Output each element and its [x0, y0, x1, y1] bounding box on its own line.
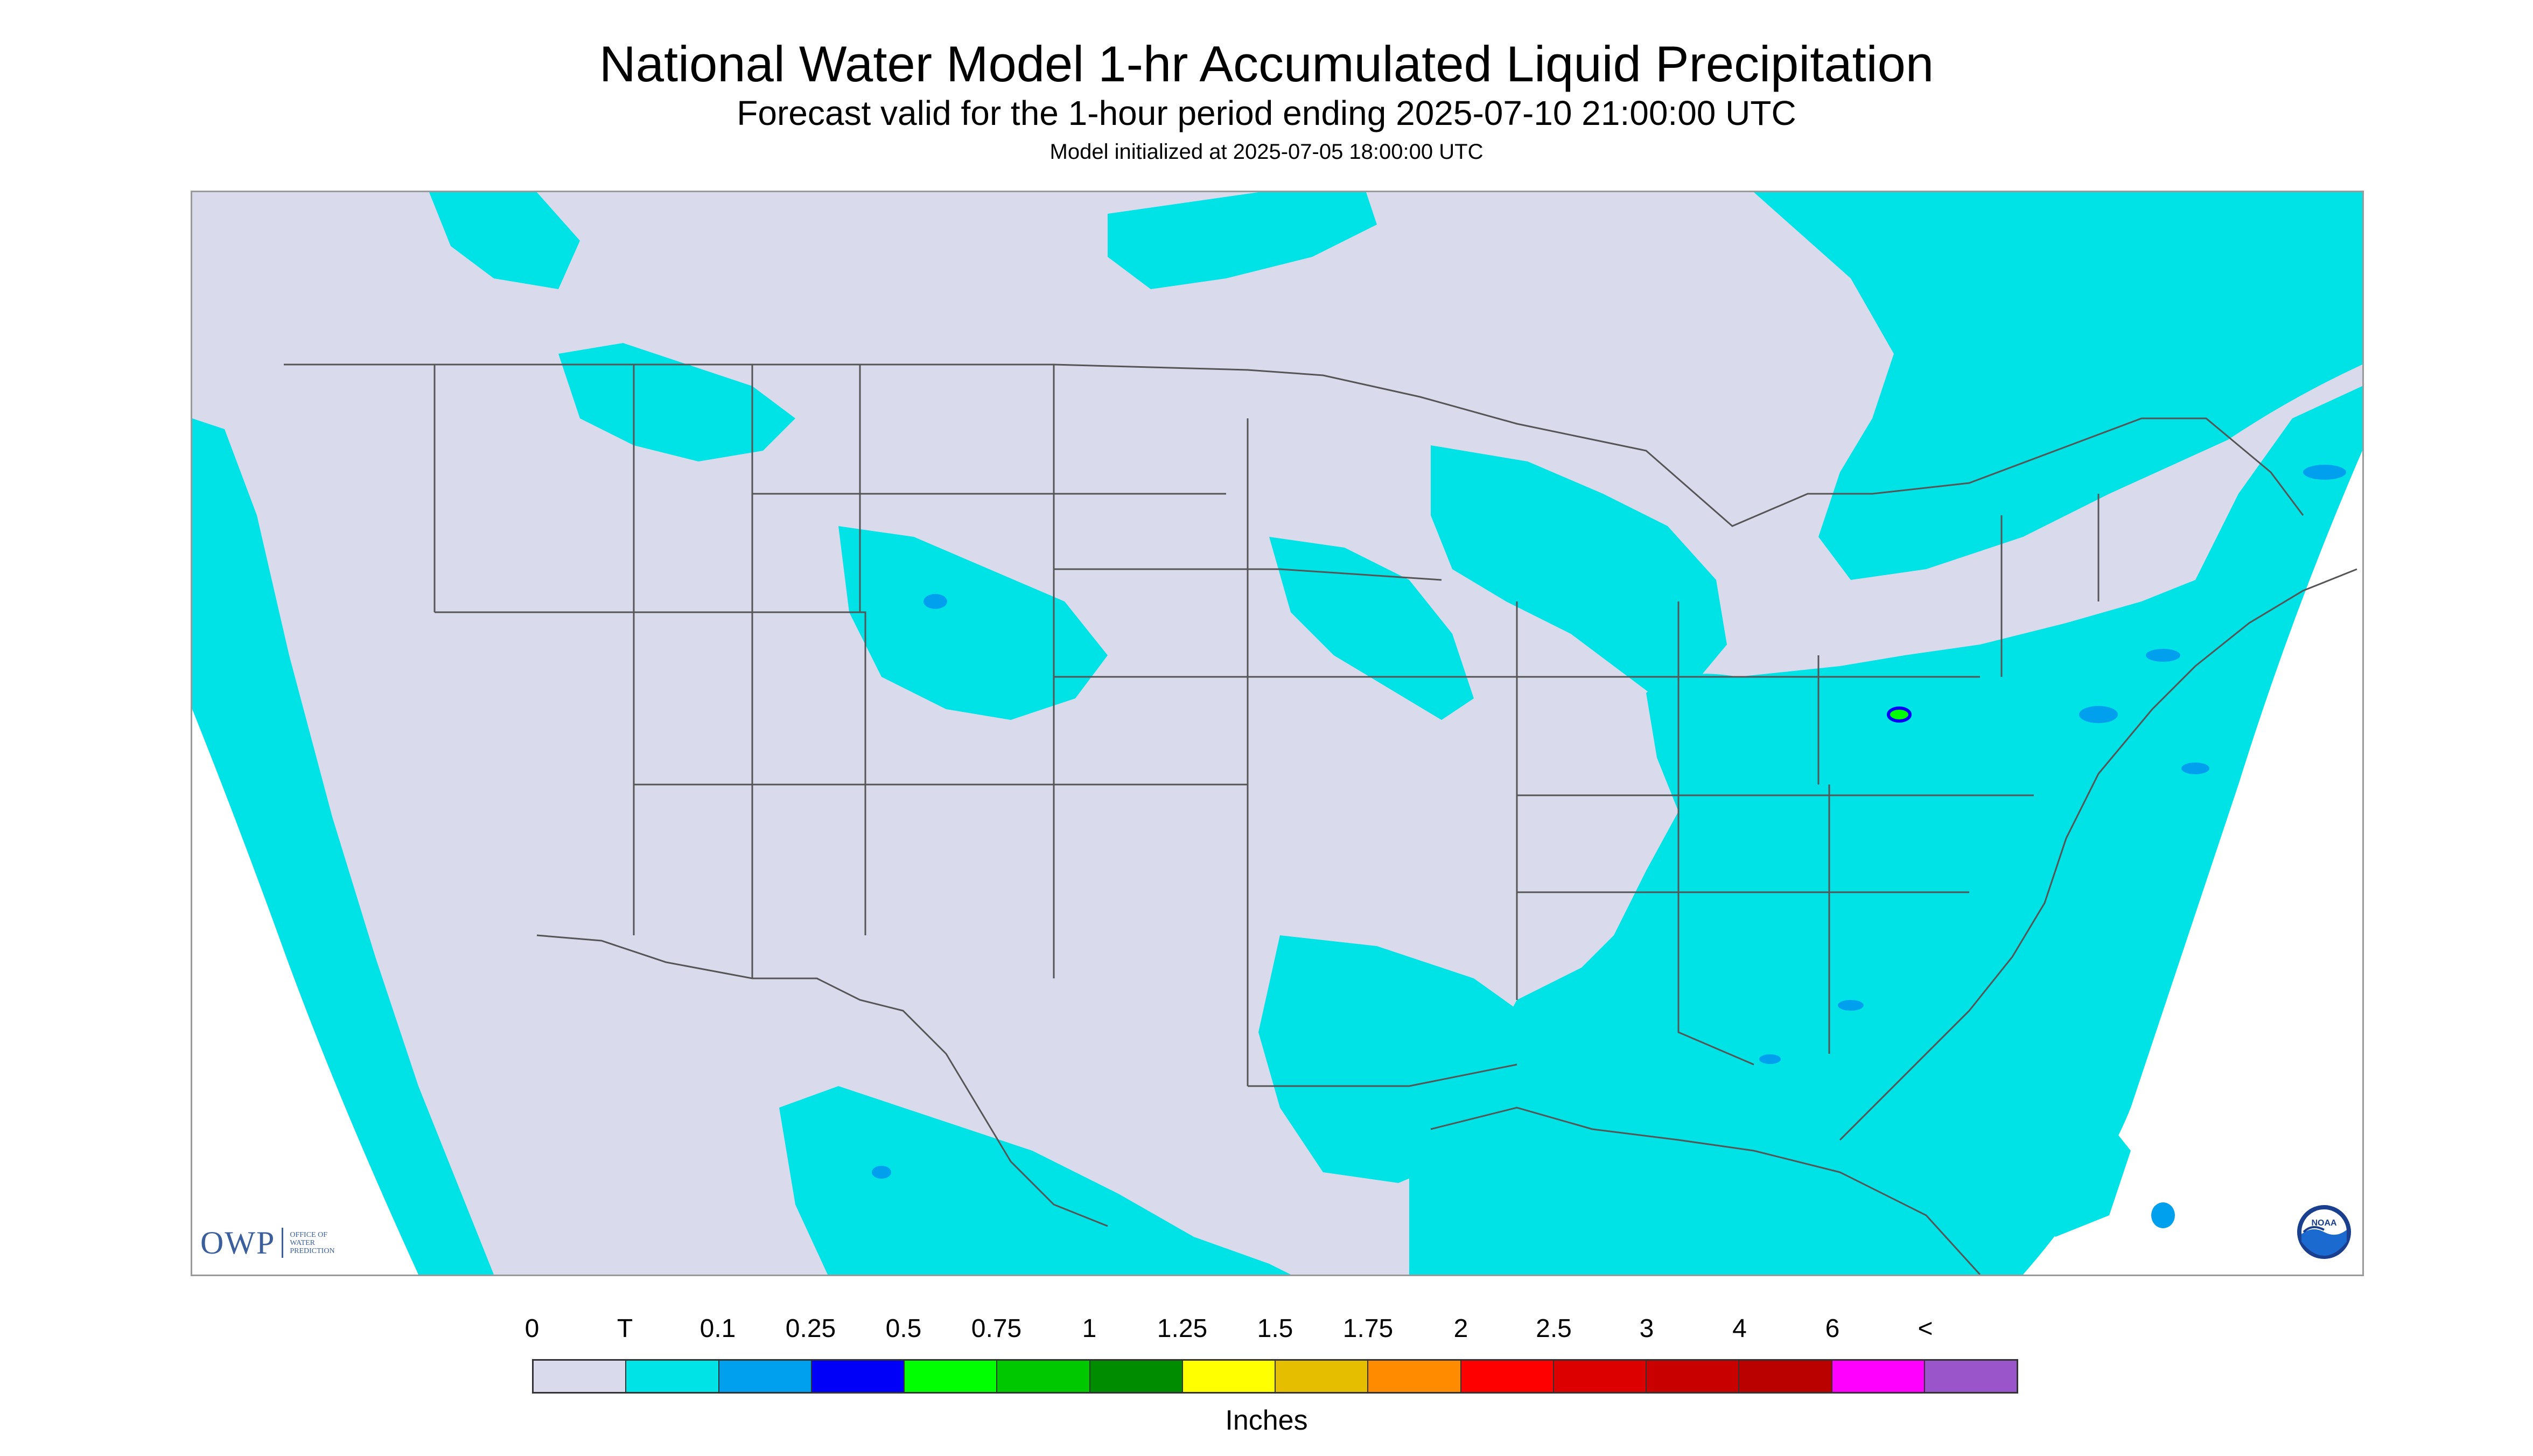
legend-color-bar — [532, 1359, 2018, 1394]
precip-cell — [923, 594, 947, 609]
legend-swatch — [719, 1361, 812, 1392]
legend-units: Inches — [1225, 1405, 1308, 1436]
precip-area-carolinas — [1829, 871, 2034, 1065]
owp-logo-divider — [282, 1228, 284, 1258]
precip-cells-light — [872, 465, 2346, 1228]
legend-label: < — [1918, 1314, 1933, 1343]
noaa-logo-text: NOAA — [2311, 1219, 2337, 1228]
legend-swatch — [1832, 1361, 1925, 1392]
legend-label: 3 — [1639, 1314, 1654, 1343]
legend-label: 1 — [1082, 1314, 1097, 1343]
legend-label: 0.75 — [971, 1314, 1022, 1343]
legend-label: 6 — [1825, 1314, 1840, 1343]
map-canvas — [192, 192, 2362, 1275]
political-boundaries — [284, 363, 2357, 1275]
legend-label: 2 — [1453, 1314, 1468, 1343]
legend-swatch — [905, 1361, 998, 1392]
precip-area-montana — [558, 343, 795, 461]
precip-area-pacific — [192, 418, 494, 1275]
legend-swatch — [1647, 1361, 1740, 1392]
legend-label: 1.5 — [1257, 1314, 1293, 1343]
precip-area-great-lakes — [1431, 445, 1727, 698]
coastline — [1430, 1107, 1981, 1275]
precip-cell — [2303, 465, 2346, 480]
legend-swatch — [811, 1361, 905, 1392]
state-line — [435, 611, 866, 935]
coastline — [1839, 568, 2357, 1141]
legend-swatch — [1368, 1361, 1461, 1392]
legend-label: 0 — [524, 1314, 540, 1343]
state-line — [1677, 601, 1754, 1066]
model-init-note: Model initialized at 2025-07-05 18:00:00… — [1049, 140, 1484, 164]
precip-cell — [2146, 649, 2180, 662]
precip-area-canada-west — [429, 192, 580, 289]
precip-cell — [872, 1166, 891, 1179]
owp-logo-text: OFFICE OF WATER PREDICTION — [290, 1230, 335, 1255]
legend-label: 4 — [1732, 1314, 1747, 1343]
color-legend: 0 T 0.1 0.25 0.5 0.75 1 1.25 1.5 1.75 2 2.5 3 4 6 < — [525, 1314, 2018, 1400]
legend-swatch — [534, 1361, 627, 1392]
owp-logo: OWP OFFICE OF WATER PREDICTION — [200, 1224, 349, 1261]
legend-swatch — [1925, 1361, 2017, 1392]
precipitation-map[interactable] — [191, 191, 2364, 1276]
legend-label: 1.25 — [1157, 1314, 1208, 1343]
legend-label: 0.5 — [885, 1314, 922, 1343]
precip-cell-moderate — [1887, 706, 1912, 723]
precip-area-gulf — [1258, 935, 1549, 1183]
precip-area-east — [1409, 386, 2362, 1275]
legend-swatch — [997, 1361, 1090, 1392]
legend-label: 0.25 — [785, 1314, 836, 1343]
precip-cell — [1759, 1054, 1781, 1064]
noaa-logo-icon: NOAA — [2297, 1205, 2351, 1259]
precip-area-plains — [838, 526, 1108, 720]
legend-swatch — [1090, 1361, 1183, 1392]
legend-label: 1.75 — [1342, 1314, 1394, 1343]
us-canada-border — [284, 363, 2304, 527]
state-line — [1054, 568, 1442, 581]
precip-area-midwest — [1269, 537, 1474, 720]
precip-cell — [2151, 1202, 2175, 1228]
precip-areas — [192, 192, 2362, 1275]
state-line — [1248, 1063, 1517, 1087]
us-mexico-border — [536, 934, 1108, 1227]
legend-label: 0.1 — [699, 1314, 736, 1343]
precip-cell — [2079, 706, 2118, 723]
legend-label: 2.5 — [1536, 1314, 1572, 1343]
legend-swatch — [1739, 1361, 1832, 1392]
legend-swatch — [1182, 1361, 1276, 1392]
legend-swatch — [1461, 1361, 1554, 1392]
legend-swatch — [1554, 1361, 1647, 1392]
legend-swatch — [1276, 1361, 1369, 1392]
legend-label: T — [617, 1314, 633, 1343]
precip-cell — [2181, 762, 2209, 774]
precip-area-florida-east — [2012, 1075, 2131, 1237]
map-subtitle: Forecast valid for the 1-hour period end… — [737, 94, 1796, 132]
owp-logo-mark: OWP — [200, 1224, 276, 1261]
legend-swatch — [626, 1361, 719, 1392]
map-title: National Water Model 1-hr Accumulated Li… — [599, 36, 1934, 92]
precip-area-northeast — [1754, 192, 2362, 580]
precip-area-canada-mid — [1108, 192, 1377, 289]
precip-area-mexico — [779, 1086, 1291, 1275]
precip-cell — [1838, 1000, 1864, 1011]
